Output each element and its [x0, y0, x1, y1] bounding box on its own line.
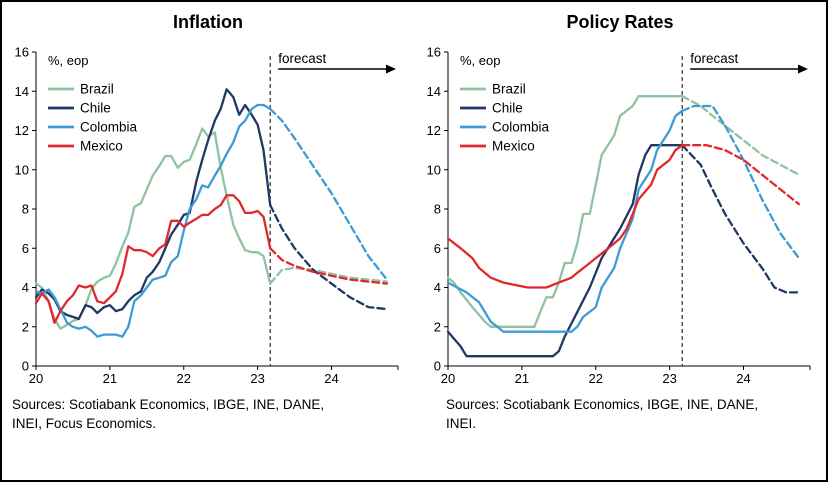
y-tick-label: 8 — [22, 202, 29, 217]
legend-label-colombia: Colombia — [492, 120, 550, 135]
policy-rates-title: Policy Rates — [566, 12, 674, 32]
series-colombia-history-line — [446, 109, 684, 333]
y-unit-label: %, eop — [48, 53, 88, 68]
legend-label-brazil: Brazil — [492, 82, 526, 97]
x-tick-label: 22 — [589, 371, 603, 386]
y-tick-label: 0 — [434, 359, 441, 374]
series-chile-forecast-line — [269, 203, 389, 311]
legend-label-colombia: Colombia — [80, 120, 138, 135]
x-tick-label: 21 — [103, 371, 117, 386]
x-tick-label: 22 — [177, 371, 191, 386]
legend-label-chile: Chile — [80, 101, 111, 116]
legend-label-mexico: Mexico — [80, 139, 123, 154]
x-tick-label: 23 — [250, 371, 264, 386]
series-brazil-history-line — [34, 127, 272, 330]
y-tick-label: 16 — [15, 45, 29, 60]
series-mexico-forecast-line — [681, 144, 801, 206]
policy-rates-chart-panel: Policy Rates 0 2 4 6 8 10 12 14 16 20 21 22 23 24%, e… — [414, 2, 826, 480]
y-tick-label: 16 — [427, 45, 441, 60]
y-tick-label: 4 — [22, 280, 29, 295]
policy-rates-sources-note: Sources: Scotiabank Economics, IBGE, INE… — [446, 397, 759, 431]
inflation-title: Inflation — [173, 12, 243, 32]
inflation-sources-note: Sources: Scotiabank Economics, IBGE, INE… — [12, 397, 325, 431]
forecast-arrow-head-icon — [798, 64, 808, 74]
x-tick-label: 20 — [441, 371, 455, 386]
legend-label-mexico: Mexico — [492, 139, 535, 154]
y-tick-label: 8 — [434, 202, 441, 217]
series-colombia-forecast-line — [681, 104, 801, 260]
series-colombia-forecast-line — [269, 107, 389, 281]
y-tick-label: 4 — [434, 280, 441, 295]
y-tick-label: 6 — [22, 241, 29, 256]
series-brazil-history-line — [446, 95, 684, 328]
series-mexico-history-line — [34, 194, 272, 324]
y-tick-label: 14 — [427, 84, 441, 99]
legend-label-chile: Chile — [492, 101, 523, 116]
series-chile-history-line — [34, 88, 272, 321]
series-mexico-history-line — [446, 144, 684, 289]
y-tick-label: 2 — [22, 319, 29, 334]
y-unit-label: %, eop — [460, 53, 500, 68]
series-chile-history-line — [446, 144, 684, 358]
series-brazil-forecast-line — [269, 266, 389, 285]
y-tick-label: 10 — [15, 162, 29, 177]
x-tick-label: 24 — [736, 371, 750, 386]
forecast-label: forecast — [278, 51, 326, 66]
series-mexico-forecast-line — [269, 247, 389, 285]
inflation-chart-panel: Inflation 0 2 4 6 8 10 12 14 16 20 21 22 23 24%, eop f… — [2, 2, 414, 480]
series-brazil-forecast-line — [681, 95, 801, 176]
forecast-arrow-head-icon — [386, 64, 396, 74]
x-tick-label: 24 — [324, 371, 338, 386]
series-chile-forecast-line — [681, 144, 801, 294]
y-tick-label: 12 — [15, 123, 29, 138]
y-tick-label: 2 — [434, 319, 441, 334]
x-tick-label: 20 — [29, 371, 43, 386]
legend-label-brazil: Brazil — [80, 82, 114, 97]
y-tick-label: 6 — [434, 241, 441, 256]
x-tick-label: 21 — [515, 371, 529, 386]
y-tick-label: 10 — [427, 162, 441, 177]
series-colombia-history-line — [34, 103, 272, 338]
forecast-label: forecast — [690, 51, 738, 66]
y-tick-label: 12 — [427, 123, 441, 138]
x-tick-label: 23 — [662, 371, 676, 386]
y-tick-label: 14 — [15, 84, 29, 99]
y-tick-label: 0 — [22, 359, 29, 374]
